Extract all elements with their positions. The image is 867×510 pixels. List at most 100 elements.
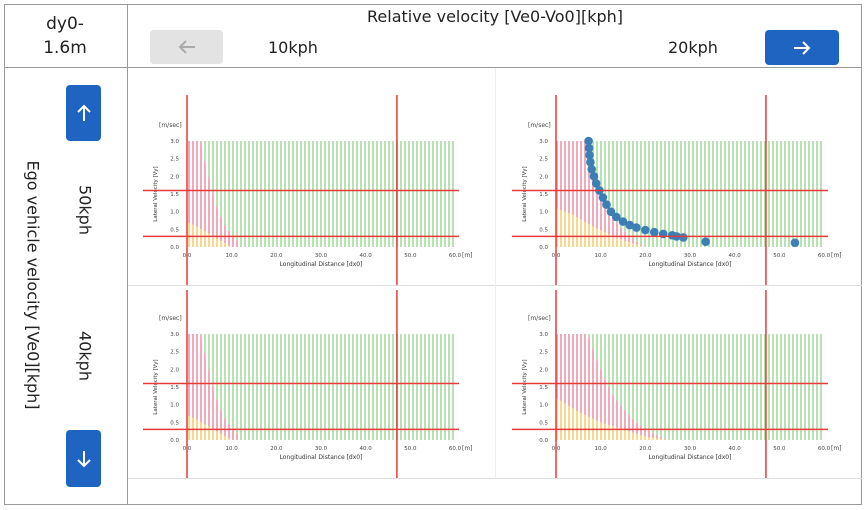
x-tick-label: 30.0 — [315, 253, 328, 259]
x-tick-label: 40.0 — [729, 253, 742, 259]
y-unit: [m/sec] — [159, 315, 182, 322]
danger-zone — [187, 334, 241, 440]
danger-zone — [556, 334, 668, 440]
caution-zone — [187, 415, 232, 440]
data-point — [612, 212, 621, 222]
prev-button[interactable] — [150, 30, 223, 64]
y-axis-label: Lateral Velocity [Vy] — [153, 359, 159, 414]
x-tick-label: 20.0 — [639, 446, 652, 452]
x-tick-label: 30.0 — [684, 253, 697, 259]
y-tick-label: 1.0 — [539, 210, 548, 216]
x-tick-label: 40.0 — [729, 446, 742, 452]
y-tick-label: 0.5 — [170, 420, 179, 426]
y-unit: [m/sec] — [528, 315, 551, 322]
arrow-down-icon — [76, 450, 91, 467]
x-tick-label: 50.0 — [404, 446, 417, 452]
down-button[interactable] — [66, 430, 101, 487]
outer-border — [4, 4, 862, 505]
header-title: Relative velocity [Ve0-Vo0][kph] — [367, 7, 623, 26]
data-point — [618, 217, 628, 226]
y-tick-label: 1.5 — [539, 192, 548, 198]
data-point — [589, 172, 599, 181]
x-tick-label: 30.0 — [684, 446, 697, 452]
data-point — [632, 223, 641, 232]
arrow-left-icon — [178, 40, 195, 54]
x-tick-label: 40.0 — [360, 446, 373, 452]
y-tick-label: 0.0 — [170, 245, 179, 251]
x-tick-label: 20.0 — [639, 253, 652, 259]
safe-zone — [187, 141, 455, 247]
y-tick-label: 2.5 — [170, 157, 179, 163]
y-tick-label: 0.0 — [170, 438, 179, 444]
y-tick-label: 2.5 — [539, 350, 548, 356]
x-tick-label: 20.0 — [270, 446, 283, 452]
x-tick-label: 10.0 — [226, 446, 239, 452]
data-point — [602, 200, 611, 209]
x-tick-label: 60.0 — [818, 446, 831, 452]
x-tick-label: 50.0 — [773, 446, 786, 452]
data-point — [584, 136, 593, 146]
y-tick-label: 3.0 — [170, 139, 179, 145]
data-point — [584, 143, 594, 153]
next-button[interactable] — [765, 30, 839, 65]
caution-zone — [556, 208, 646, 247]
x-axis-label: Longitudinal Distance [dx0] — [280, 261, 363, 268]
corner-label: dy0-1.6m — [43, 14, 87, 58]
arrow-right-icon — [794, 40, 811, 55]
x-tick-label: 10.0 — [595, 253, 608, 259]
y-unit: [m/sec] — [159, 122, 182, 129]
y-tick-label: 1.0 — [170, 403, 179, 409]
x-tick-label: 60.0 — [449, 253, 462, 259]
x-tick-label: 50.0 — [404, 253, 417, 259]
data-point — [625, 220, 634, 230]
x-tick-label: 50.0 — [773, 253, 786, 259]
data-point — [790, 238, 800, 248]
x-unit: [m] — [831, 252, 842, 259]
up-button[interactable] — [66, 85, 101, 141]
data-point — [598, 193, 608, 202]
x-tick-label: 30.0 — [315, 446, 328, 452]
y-tick-label: 0.0 — [539, 245, 548, 251]
x-unit: [m] — [462, 252, 473, 259]
y-tick-label: 1.5 — [170, 192, 179, 198]
y-tick-label: 3.0 — [539, 139, 548, 145]
x-axis-label: Longitudinal Distance [dx0] — [649, 454, 732, 461]
x-tick-label: 10.0 — [595, 446, 608, 452]
danger-zone — [187, 141, 241, 247]
y-tick-label: 3.0 — [170, 332, 179, 338]
y-tick-label: 2.0 — [170, 367, 179, 373]
column-label: 20kph — [668, 38, 718, 57]
x-tick-label: 60.0 — [818, 253, 831, 259]
data-point — [679, 233, 688, 242]
y-tick-label: 1.5 — [539, 385, 548, 391]
data-point — [586, 157, 595, 167]
mini-chart: 0.00.51.01.52.02.53.00.010.020.030.040.0… — [512, 290, 842, 478]
mini-chart: 0.00.51.01.52.02.53.00.010.020.030.040.0… — [512, 95, 842, 285]
y-axis-label: Lateral Velocity [Vy] — [522, 166, 528, 221]
x-axis-label: Longitudinal Distance [dx0] — [649, 261, 732, 268]
arrow-up-icon — [76, 104, 91, 121]
safe-zone — [187, 334, 455, 440]
mini-chart: 0.00.51.01.52.02.53.00.010.020.030.040.0… — [143, 290, 473, 478]
y-tick-label: 1.0 — [539, 403, 548, 409]
data-point — [641, 225, 650, 235]
x-unit: [m] — [462, 445, 473, 452]
data-point — [701, 237, 710, 246]
y-tick-label: 0.5 — [539, 420, 548, 426]
y-tick-label: 2.5 — [170, 350, 179, 356]
x-tick-label: 60.0 — [449, 446, 462, 452]
data-point — [606, 207, 616, 216]
y-tick-label: 2.5 — [539, 157, 548, 163]
data-point — [585, 150, 594, 160]
x-unit: [m] — [831, 445, 842, 452]
x-tick-label: 40.0 — [360, 253, 373, 259]
y-tick-label: 0.5 — [539, 227, 548, 233]
x-tick-label: 20.0 — [270, 253, 283, 259]
column-label: 10kph — [268, 38, 318, 57]
caution-zone — [187, 222, 232, 247]
data-point — [649, 227, 659, 237]
x-tick-label: 10.0 — [226, 253, 239, 259]
